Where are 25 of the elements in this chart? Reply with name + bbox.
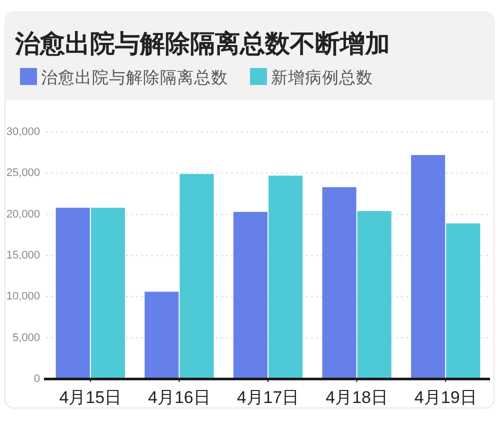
y-tick-label: 15,000 [6,250,40,262]
x-tick-label: 4月17日 [236,388,300,407]
bar [56,208,90,379]
y-tick-label: 10,000 [6,290,40,303]
bar [446,223,480,379]
bar [233,212,268,379]
bar [90,208,125,379]
legend-label: 新增病例总数 [271,68,373,87]
bar [180,174,214,379]
y-tick-label: 0 [34,373,40,385]
x-tick-label: 4月18日 [326,388,388,407]
legend-label: 治愈出院与解除隔离总数 [41,68,228,87]
bar [357,211,392,379]
chart-title: 治愈出院与解除隔离总数不断增加 [14,30,390,58]
bar [268,176,303,379]
x-tick-label: 4月16日 [148,388,210,407]
bar [322,187,356,379]
y-tick-label: 25,000 [6,167,40,180]
y-tick-label: 30,000 [6,126,40,138]
y-tick-label: 20,000 [6,208,40,220]
y-tick-label: 5,000 [12,332,40,344]
bar [411,155,446,379]
x-tick-label: 4月19日 [414,388,477,407]
x-tick-label: 4月15日 [59,388,122,407]
bar [144,292,179,379]
